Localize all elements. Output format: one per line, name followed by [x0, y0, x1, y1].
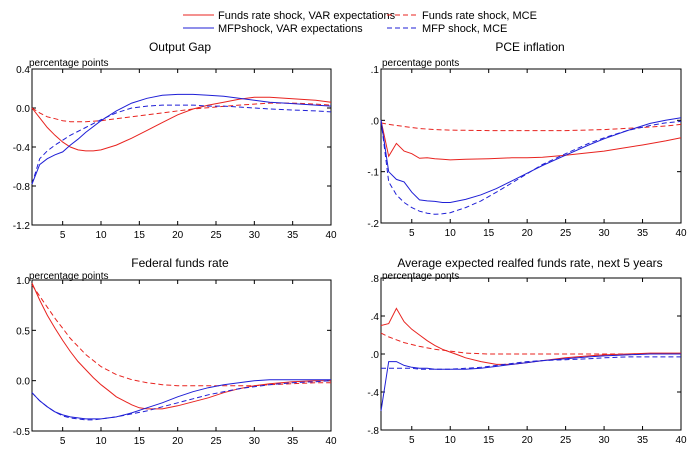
series-line-1 [380, 332, 681, 355]
y-tick-label: 0.0 [16, 377, 30, 388]
unit-label: percentage ponts [382, 58, 459, 69]
x-tick-label: 35 [287, 230, 299, 241]
y-tick-label: -.1 [367, 168, 379, 179]
x-tick-label: 15 [134, 230, 146, 241]
series-line-0 [31, 96, 332, 152]
series-line-1 [31, 102, 332, 123]
x-tick-label: 25 [560, 435, 572, 446]
series-line-2 [380, 117, 682, 203]
panel-federal-funds-rate: Federal funds rate percentage points -0.… [13, 256, 337, 447]
y-tick-label: -0.5 [13, 427, 31, 438]
x-tick-label: 10 [445, 435, 457, 446]
y-tick-label: .8 [371, 274, 380, 285]
y-tick-label: 0.0 [16, 104, 30, 115]
panel-output-gap: Output Gap percentage points -1.2 -0.8 -0.… [13, 40, 337, 241]
x-tick-label: 10 [95, 230, 107, 241]
x-tick-label: 5 [409, 435, 415, 446]
x-tick-label: 40 [675, 228, 687, 239]
panel-title: PCE inflation [495, 40, 564, 54]
x-tick-label: 5 [60, 436, 66, 447]
x-tick-label: 40 [325, 436, 337, 447]
series-line-1 [380, 122, 682, 132]
x-tick-label: 15 [483, 435, 495, 446]
x-tick-label: 20 [522, 435, 534, 446]
plot-frame [31, 279, 332, 432]
series-line-0 [31, 282, 331, 410]
x-tick-label: 30 [249, 230, 261, 241]
x-tick-label: 30 [599, 435, 611, 446]
x-tick-label: 40 [675, 435, 687, 446]
y-tick-label: -.8 [367, 426, 379, 437]
y-tick-label: -0.4 [13, 143, 31, 154]
x-tick-label: 20 [172, 230, 184, 241]
x-tick-label: 20 [172, 436, 184, 447]
series-line-3 [381, 356, 681, 370]
unit-label: percentage points [29, 271, 109, 282]
legend-label-3: MFP shock, MCE [422, 23, 507, 35]
plot-frame [380, 68, 682, 224]
y-tick-label: -1.2 [13, 221, 31, 232]
x-tick-label: 20 [522, 228, 534, 239]
y-tick-label: 1.0 [16, 276, 30, 287]
series-line-3 [380, 120, 682, 215]
x-tick-label: 35 [637, 228, 649, 239]
series-line-2 [31, 379, 331, 420]
x-tick-label: 30 [249, 436, 261, 447]
y-tick-label: .0 [371, 116, 380, 127]
x-tick-label: 15 [134, 436, 146, 447]
series-line-2 [380, 353, 681, 412]
legend-label-2: MFPshock, VAR expectations [218, 23, 363, 35]
panel-title: Average expected realfed funds rate, nex… [397, 256, 662, 270]
x-tick-label: 15 [483, 228, 495, 239]
legend-label-0: Funds rate shock, VAR expectations [218, 10, 396, 22]
y-tick-label: 0.4 [16, 65, 30, 76]
y-tick-label: .1 [371, 65, 380, 76]
legend-label-1: Funds rate shock, MCE [422, 10, 537, 22]
panel-title: Output Gap [149, 40, 211, 54]
panel-expected-real-funds-rate: Average expected realfed funds rate, nex… [367, 256, 687, 446]
x-tick-label: 25 [560, 228, 572, 239]
y-tick-label: -.4 [367, 388, 379, 399]
panel-title: Federal funds rate [131, 256, 229, 270]
y-tick-label: -0.8 [13, 182, 31, 193]
unit-label: percentage ponts [382, 271, 459, 282]
series-line-2 [31, 93, 332, 185]
y-tick-label: .0 [371, 350, 380, 361]
legend: Funds rate shock, VAR expectations Funds… [183, 10, 537, 35]
x-tick-label: 35 [637, 435, 649, 446]
x-tick-label: 30 [599, 228, 611, 239]
x-tick-label: 35 [287, 436, 299, 447]
x-tick-label: 10 [445, 228, 457, 239]
y-tick-label: -.2 [367, 219, 379, 230]
x-tick-label: 5 [409, 228, 415, 239]
x-tick-label: 40 [325, 230, 337, 241]
y-tick-label: .4 [371, 312, 380, 323]
y-tick-label: 0.5 [16, 326, 30, 337]
panel-pce-inflation: PCE inflation percentage ponts -.2 -.1 .0.… [367, 40, 687, 239]
x-tick-label: 25 [210, 230, 222, 241]
x-tick-label: 10 [95, 436, 107, 447]
x-tick-label: 25 [210, 436, 222, 447]
series-line-1 [31, 284, 331, 387]
plot-frame [31, 68, 332, 226]
series-line-3 [31, 104, 332, 185]
series-line-0 [380, 120, 682, 161]
series-line-3 [31, 380, 332, 421]
series-line-0 [380, 307, 681, 365]
x-tick-label: 5 [60, 230, 66, 241]
unit-label: percentage points [29, 58, 109, 69]
